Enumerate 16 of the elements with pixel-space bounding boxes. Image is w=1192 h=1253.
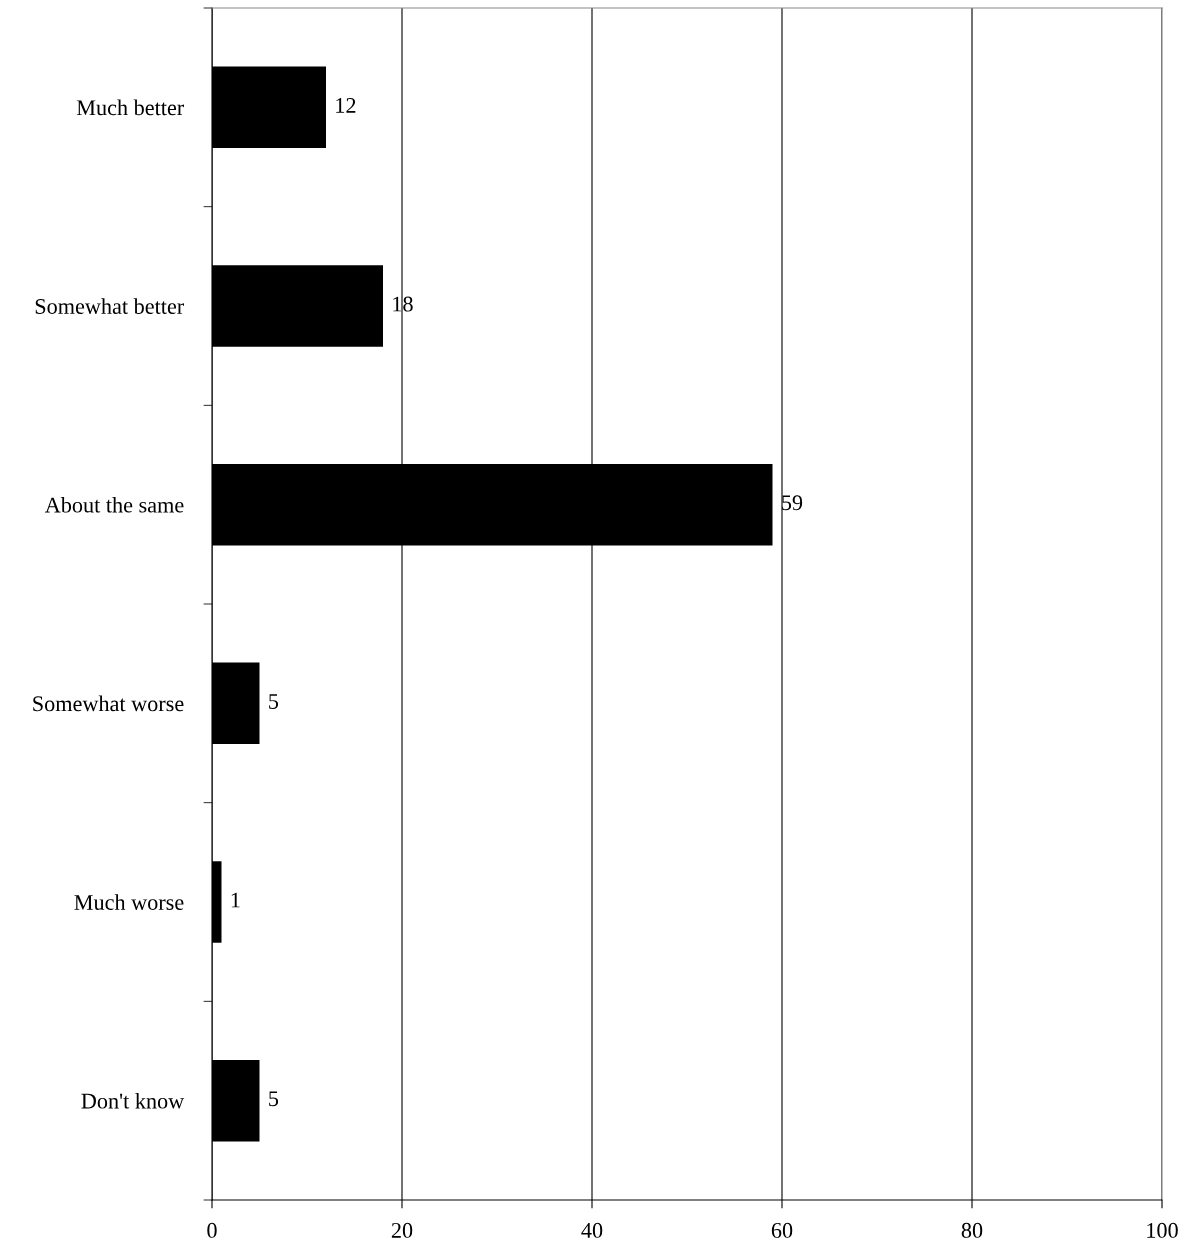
y-tick-label: Much worse xyxy=(74,894,184,910)
y-tick-label: Somewhat better xyxy=(35,298,185,314)
data-label: 12 xyxy=(336,97,356,113)
data-label: 1 xyxy=(231,892,240,908)
x-tick-label: 40 xyxy=(581,1222,603,1238)
x-tick-label: 20 xyxy=(391,1222,413,1238)
x-tick-label: 80 xyxy=(961,1222,983,1238)
data-label: 5 xyxy=(269,694,279,709)
x-tick-label: 0 xyxy=(207,1222,217,1238)
y-tick-label: Somewhat worse xyxy=(33,695,184,712)
y-tick-label: Much better xyxy=(76,99,185,116)
x-tick-label: 100 xyxy=(1147,1222,1178,1238)
data-label: 5 xyxy=(269,1091,279,1107)
y-tick-label: About the same xyxy=(44,496,184,513)
y-tick-label: Don't know xyxy=(81,1092,185,1109)
x-tick-label: 60 xyxy=(771,1222,793,1238)
